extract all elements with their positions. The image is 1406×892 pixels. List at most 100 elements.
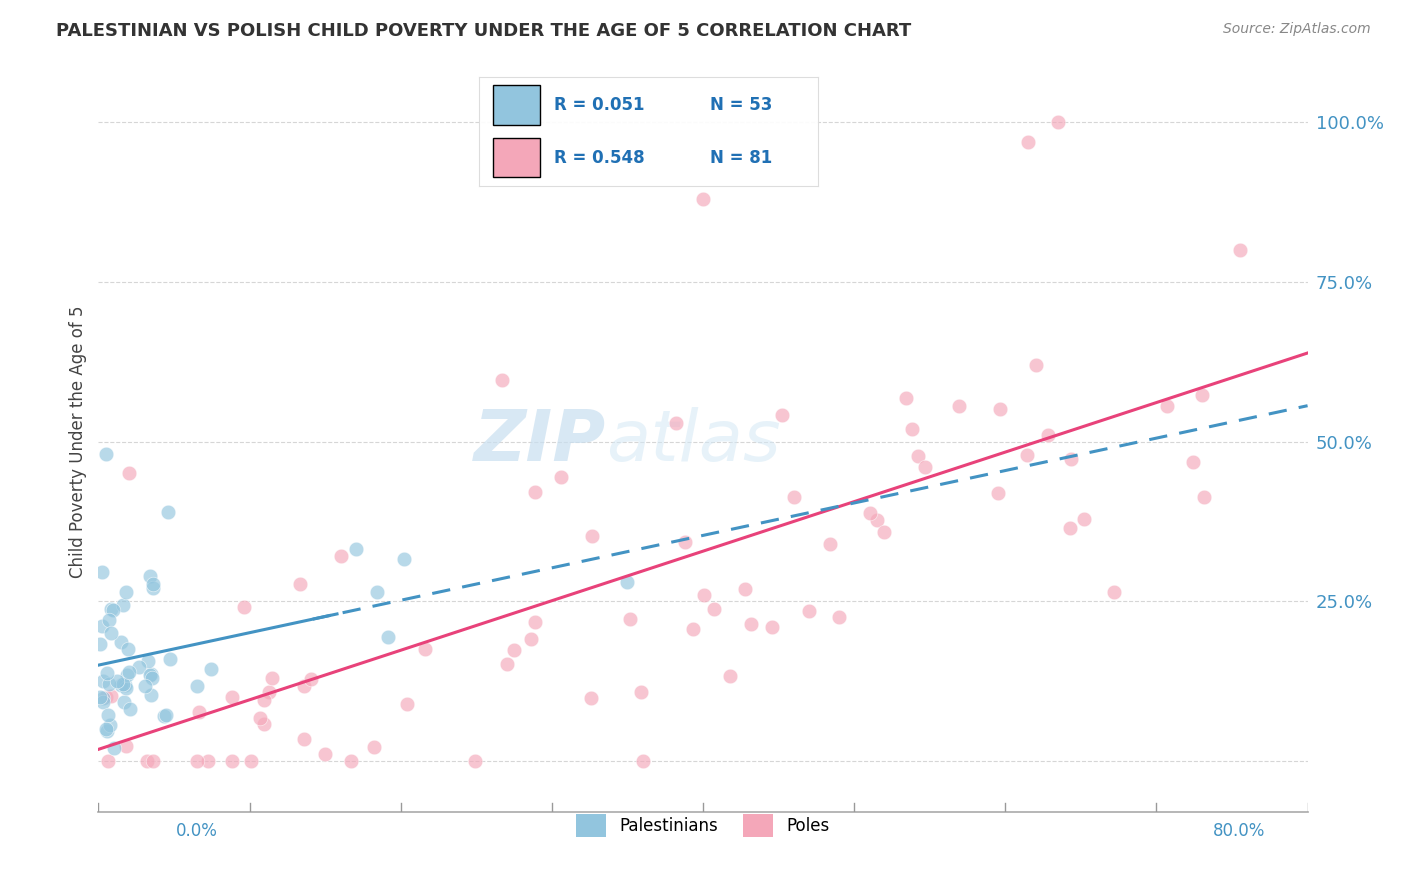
Point bbox=[262, 671, 284, 685]
Point bbox=[988, 401, 1011, 416]
Point bbox=[581, 529, 603, 543]
Point bbox=[292, 732, 315, 747]
Point bbox=[734, 582, 756, 596]
Point bbox=[159, 652, 181, 666]
Point bbox=[1047, 115, 1070, 129]
Point bbox=[100, 689, 122, 703]
Point bbox=[901, 422, 924, 436]
Text: PALESTINIAN VS POLISH CHILD POVERTY UNDER THE AGE OF 5 CORRELATION CHART: PALESTINIAN VS POLISH CHILD POVERTY UNDE… bbox=[56, 22, 911, 40]
Point bbox=[249, 711, 271, 725]
Point bbox=[673, 535, 696, 549]
Point bbox=[550, 470, 572, 484]
Point bbox=[111, 676, 134, 690]
Point bbox=[221, 690, 243, 704]
Point bbox=[118, 665, 141, 680]
Point bbox=[142, 576, 165, 591]
Point bbox=[339, 754, 361, 768]
Point bbox=[524, 485, 547, 500]
Point bbox=[464, 754, 486, 768]
Point bbox=[682, 622, 704, 636]
Point bbox=[91, 674, 114, 689]
Point bbox=[114, 739, 136, 753]
Point bbox=[115, 681, 138, 696]
Point bbox=[110, 678, 132, 692]
Point bbox=[828, 610, 851, 624]
Point bbox=[128, 659, 150, 673]
Point bbox=[91, 690, 114, 705]
Point bbox=[186, 754, 208, 768]
Point bbox=[1073, 512, 1095, 526]
Point bbox=[740, 617, 762, 632]
Point bbox=[579, 690, 602, 705]
Point bbox=[292, 679, 315, 693]
Point bbox=[103, 603, 125, 617]
Point bbox=[96, 665, 118, 680]
Point bbox=[197, 754, 219, 768]
Point bbox=[253, 716, 276, 731]
Point bbox=[142, 581, 165, 595]
Point bbox=[142, 754, 165, 768]
Point bbox=[314, 747, 336, 761]
Point bbox=[114, 585, 136, 599]
Point bbox=[139, 666, 162, 681]
Point bbox=[630, 685, 652, 699]
Point bbox=[1015, 448, 1038, 462]
Point bbox=[1229, 243, 1251, 257]
Point bbox=[135, 754, 157, 768]
Point bbox=[692, 192, 714, 206]
Point bbox=[524, 615, 547, 630]
Point bbox=[103, 740, 125, 755]
Point bbox=[1060, 452, 1083, 467]
Point bbox=[392, 552, 415, 566]
Point bbox=[299, 673, 322, 687]
Point bbox=[153, 708, 176, 723]
Point bbox=[799, 604, 821, 618]
Point bbox=[820, 537, 842, 551]
Point bbox=[520, 632, 543, 646]
Point bbox=[100, 626, 122, 640]
Point bbox=[136, 654, 159, 668]
Point bbox=[703, 601, 725, 615]
Point bbox=[907, 449, 929, 463]
Point bbox=[491, 374, 513, 388]
Point bbox=[91, 565, 114, 579]
Point bbox=[987, 486, 1010, 500]
Point bbox=[139, 569, 162, 583]
Point bbox=[117, 641, 139, 656]
Point bbox=[141, 671, 163, 685]
Point bbox=[89, 690, 111, 704]
Point bbox=[859, 506, 882, 520]
Point bbox=[718, 669, 741, 683]
Point bbox=[96, 723, 118, 738]
Point bbox=[96, 708, 118, 723]
Point bbox=[866, 513, 889, 527]
Point bbox=[253, 693, 276, 707]
Point bbox=[896, 391, 918, 405]
Point bbox=[948, 399, 970, 413]
Point bbox=[110, 635, 132, 649]
Point bbox=[187, 705, 209, 719]
Point bbox=[1024, 358, 1046, 372]
Point bbox=[114, 678, 136, 692]
Point bbox=[377, 630, 399, 644]
Y-axis label: Child Poverty Under the Age of 5: Child Poverty Under the Age of 5 bbox=[69, 305, 87, 578]
Point bbox=[363, 739, 385, 754]
Point bbox=[914, 459, 936, 474]
Point bbox=[692, 588, 714, 602]
Point bbox=[118, 467, 141, 481]
Point bbox=[1017, 135, 1039, 149]
Text: Source: ZipAtlas.com: Source: ZipAtlas.com bbox=[1223, 22, 1371, 37]
Point bbox=[98, 677, 121, 691]
Point bbox=[1192, 491, 1215, 505]
Point bbox=[1036, 427, 1059, 442]
Point bbox=[155, 708, 177, 723]
Text: atlas: atlas bbox=[606, 407, 780, 476]
Point bbox=[782, 490, 804, 504]
Legend: Palestinians, Poles: Palestinians, Poles bbox=[569, 807, 837, 844]
Point bbox=[89, 637, 111, 651]
Point bbox=[1182, 455, 1205, 469]
Point bbox=[97, 754, 120, 768]
Point bbox=[97, 613, 120, 627]
Point bbox=[186, 679, 208, 693]
Point bbox=[366, 584, 388, 599]
